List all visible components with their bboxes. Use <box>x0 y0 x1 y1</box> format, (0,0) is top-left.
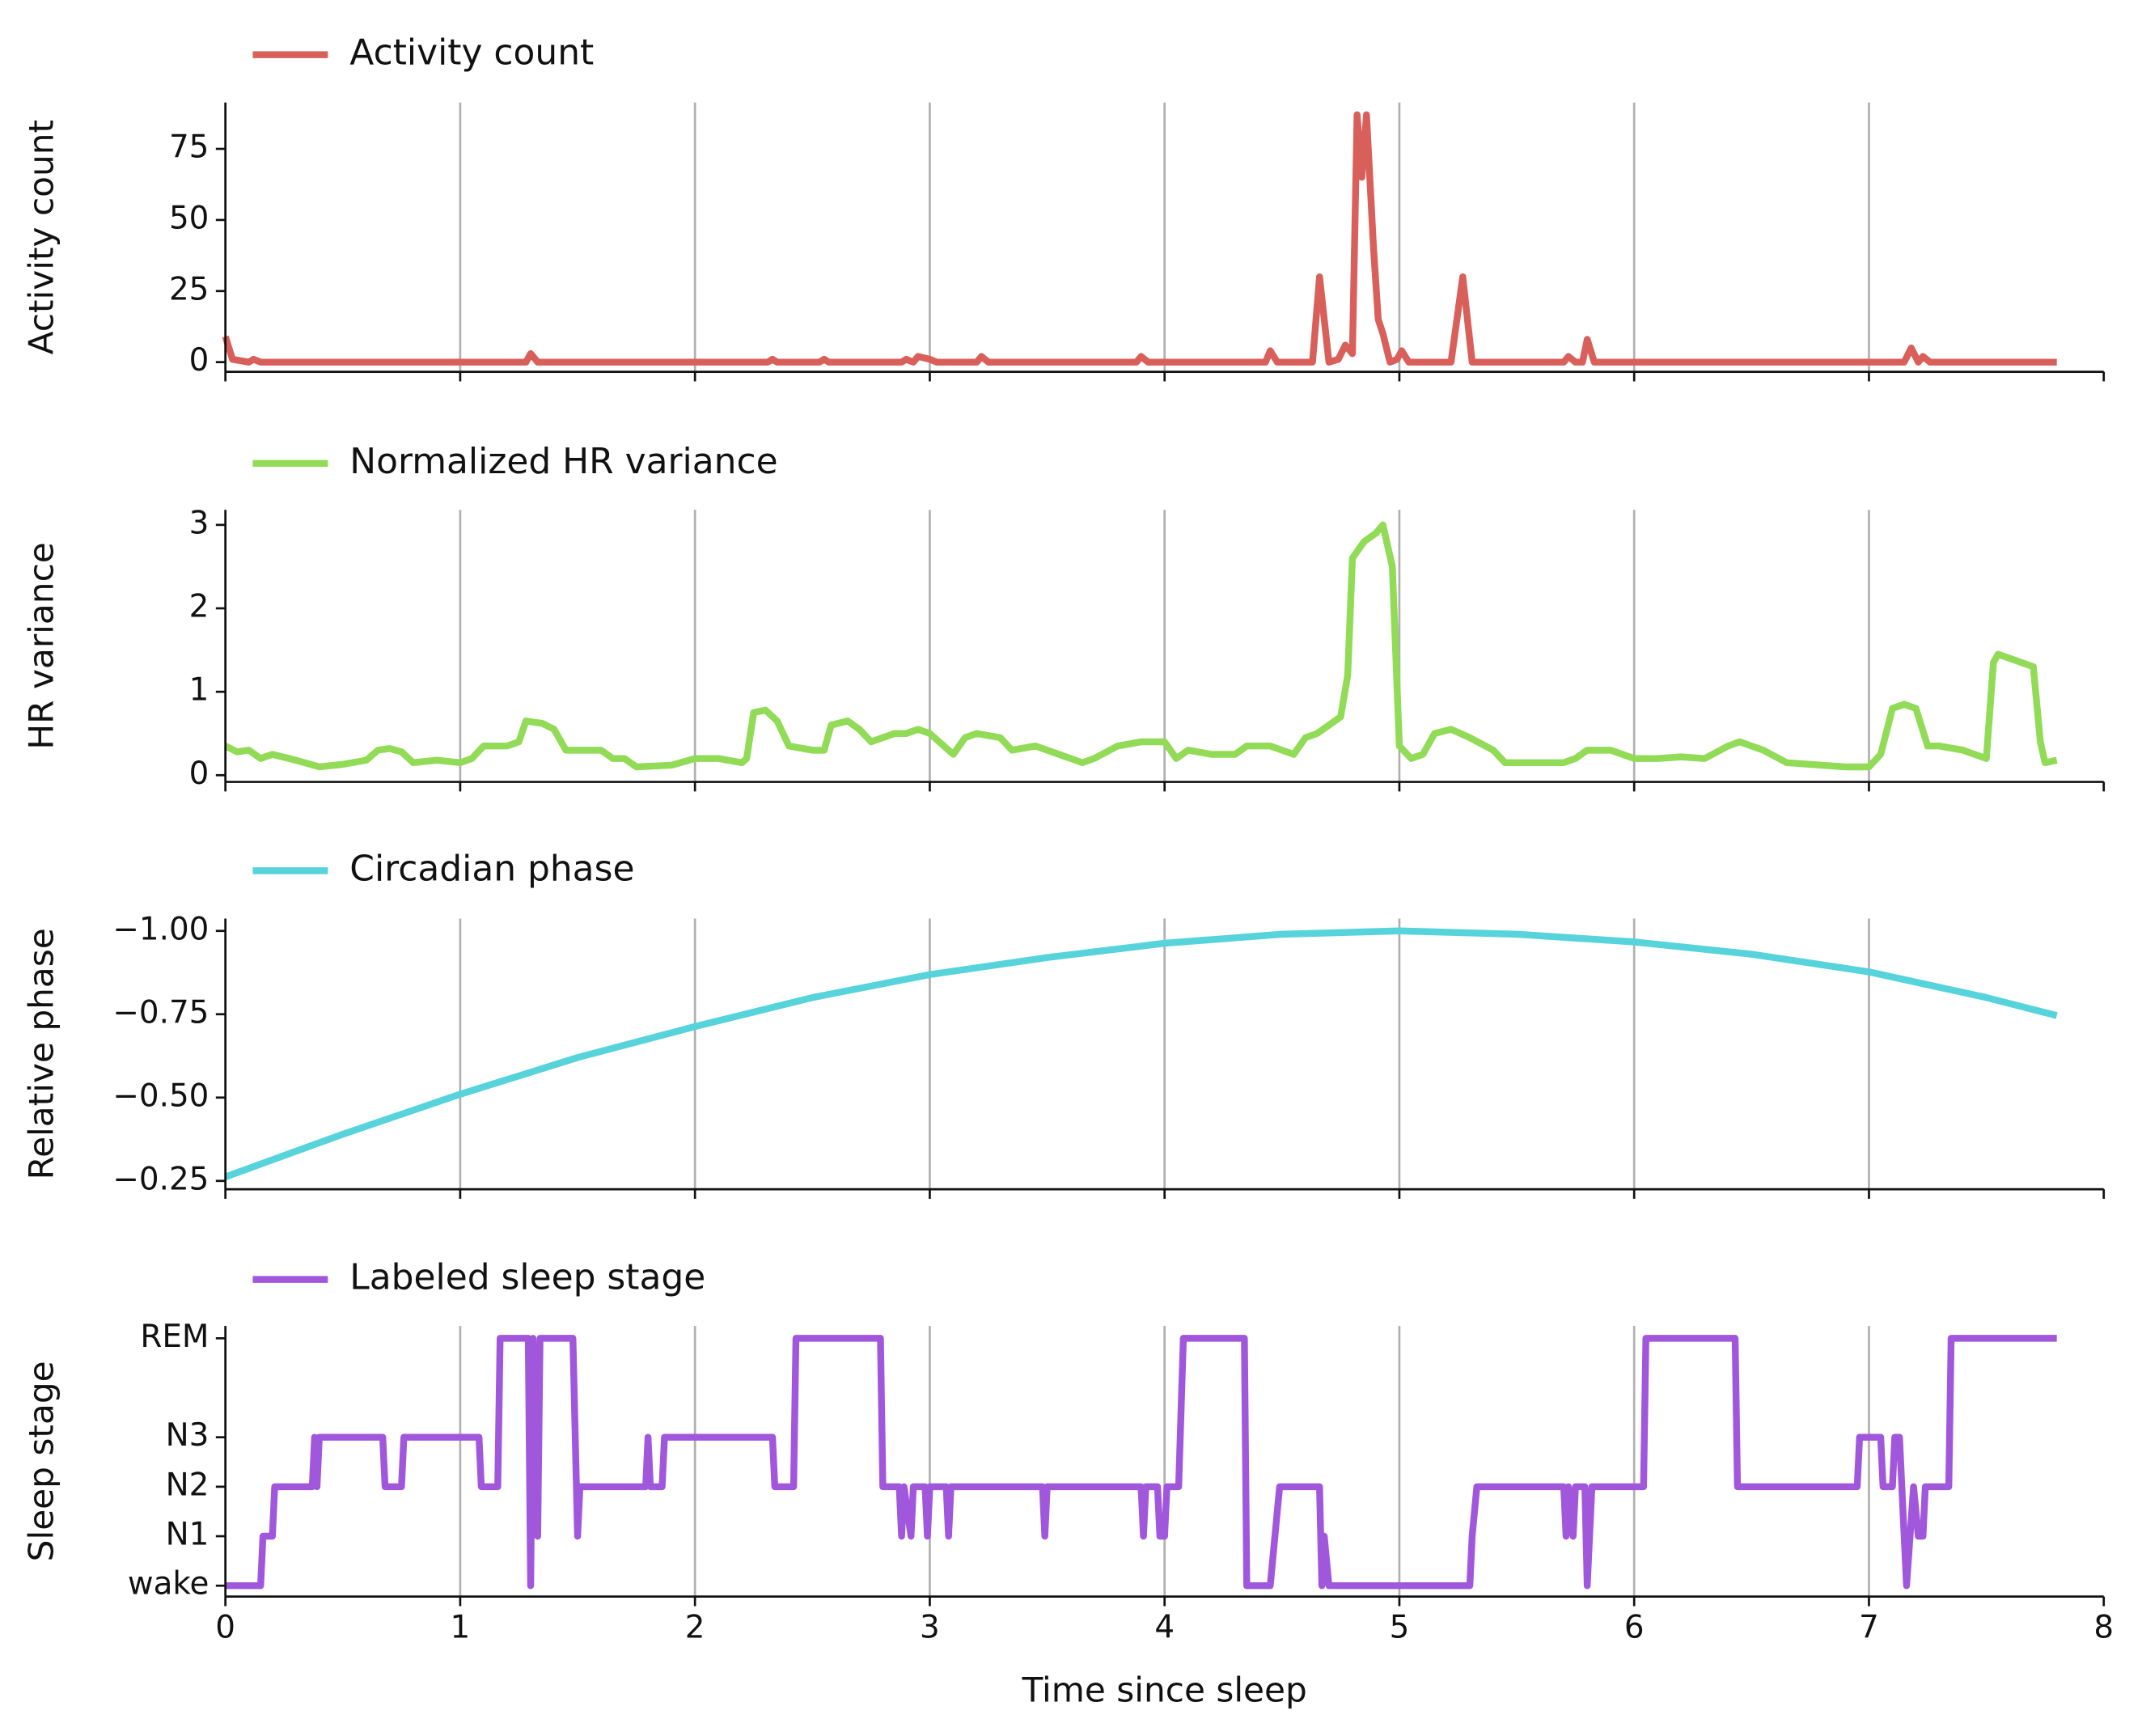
data-line <box>222 111 2057 366</box>
y-tick-label: −0.50 <box>112 1078 209 1114</box>
y-axis-label: Sleep stage <box>22 1361 61 1561</box>
y-tick-label: −0.25 <box>112 1161 209 1197</box>
legend-label: Circadian phase <box>349 848 634 889</box>
y-tick-label: 25 <box>169 271 209 307</box>
y-tick-label: REM <box>140 1319 209 1355</box>
x-tick-label: 2 <box>685 1610 705 1646</box>
y-tick-label: −1.00 <box>112 911 209 947</box>
y-tick-label: 50 <box>169 200 209 236</box>
y-tick-label: 1 <box>189 672 210 709</box>
y-tick-label: wake <box>128 1566 210 1603</box>
legend-label: Activity count <box>349 32 594 74</box>
legend-label: Labeled sleep stage <box>349 1257 705 1298</box>
y-tick-label: 0 <box>189 342 210 379</box>
y-tick-label: N1 <box>166 1517 210 1553</box>
y-axis-label: Activity count <box>22 120 61 355</box>
x-axis-label: Time since sleep <box>1022 1670 1307 1709</box>
data-line <box>224 927 2058 1180</box>
x-tick-label: 6 <box>1624 1610 1645 1646</box>
x-tick-label: 4 <box>1154 1610 1175 1646</box>
y-tick-label: 75 <box>169 129 209 166</box>
data-line <box>223 521 2058 771</box>
x-tick-label: 1 <box>451 1610 471 1646</box>
x-tick-label: 3 <box>920 1610 940 1646</box>
x-tick-label: 0 <box>215 1610 235 1646</box>
y-tick-label: N2 <box>166 1467 210 1503</box>
x-tick-label: 8 <box>2093 1610 2114 1646</box>
y-axis-label: HR variance <box>22 542 61 749</box>
legend-label: Normalized HR variance <box>349 441 777 482</box>
data-line <box>225 1335 2057 1590</box>
y-tick-label: 3 <box>189 505 210 541</box>
x-tick-label: 7 <box>1859 1610 1879 1646</box>
y-tick-label: N3 <box>166 1417 210 1454</box>
x-tick-label: 5 <box>1390 1610 1410 1646</box>
y-tick-label: 2 <box>189 588 210 625</box>
y-axis-label: Relative phase <box>22 928 61 1179</box>
y-tick-label: −0.75 <box>112 994 209 1031</box>
y-tick-label: 0 <box>189 756 210 792</box>
